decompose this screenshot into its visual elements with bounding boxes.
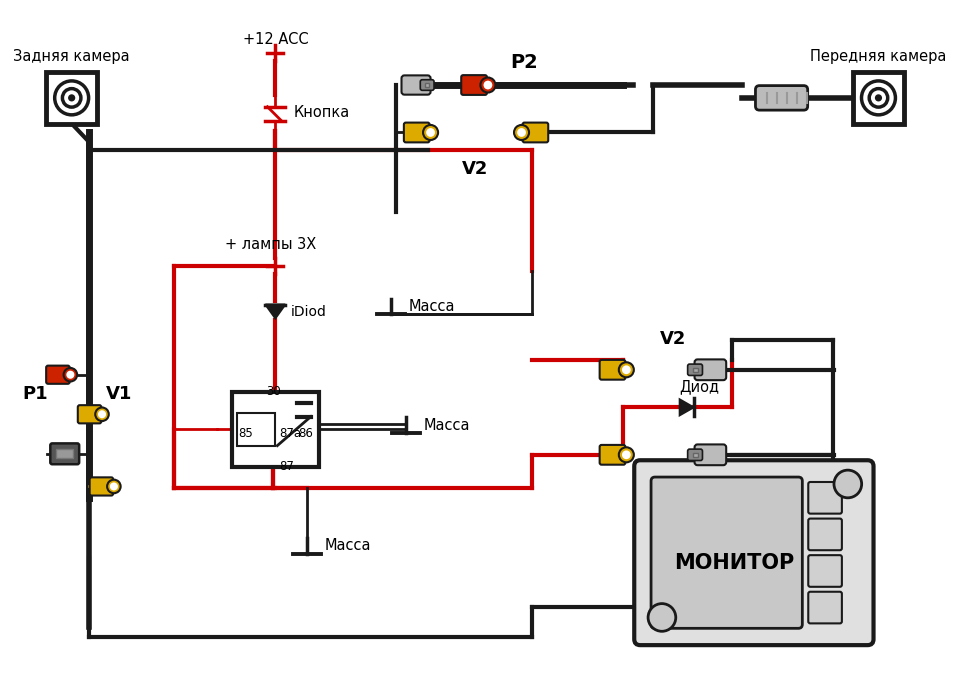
FancyBboxPatch shape: [687, 364, 703, 375]
Circle shape: [485, 81, 492, 89]
Text: V1: V1: [660, 477, 686, 495]
Circle shape: [108, 480, 121, 494]
Text: МОНИТОР: МОНИТОР: [674, 552, 794, 573]
Circle shape: [68, 94, 75, 101]
Circle shape: [648, 603, 676, 631]
Text: V2: V2: [462, 160, 489, 178]
Polygon shape: [266, 304, 285, 318]
FancyBboxPatch shape: [756, 85, 807, 110]
Circle shape: [619, 363, 634, 377]
FancyBboxPatch shape: [695, 444, 726, 466]
Bar: [692, 453, 698, 456]
FancyBboxPatch shape: [687, 449, 703, 461]
Circle shape: [518, 129, 525, 136]
FancyBboxPatch shape: [89, 477, 113, 496]
FancyBboxPatch shape: [401, 76, 431, 94]
Circle shape: [834, 470, 862, 498]
Text: Масса: Масса: [324, 538, 372, 553]
FancyBboxPatch shape: [420, 80, 434, 90]
FancyBboxPatch shape: [46, 365, 70, 384]
Bar: [425, 83, 429, 87]
Text: Передняя камера: Передняя камера: [810, 49, 947, 64]
Circle shape: [423, 125, 438, 140]
Bar: [46, 72, 97, 124]
Circle shape: [875, 94, 882, 101]
Circle shape: [95, 407, 108, 421]
Circle shape: [55, 81, 88, 115]
Text: + лампы 3Х: + лампы 3Х: [225, 237, 316, 252]
Text: P2: P2: [511, 53, 539, 72]
Text: Диод: Диод: [680, 379, 720, 395]
FancyBboxPatch shape: [50, 443, 79, 464]
Text: P1: P1: [22, 386, 48, 403]
Circle shape: [63, 368, 77, 382]
Circle shape: [62, 89, 81, 107]
Bar: [692, 368, 698, 372]
Text: Кнопка: Кнопка: [293, 105, 349, 120]
FancyBboxPatch shape: [808, 592, 842, 624]
Text: Масса: Масса: [409, 299, 455, 314]
Text: Задняя камера: Задняя камера: [13, 49, 130, 64]
Circle shape: [623, 366, 630, 373]
Circle shape: [67, 372, 74, 378]
Bar: [57, 449, 73, 459]
FancyBboxPatch shape: [808, 519, 842, 550]
FancyBboxPatch shape: [600, 445, 625, 465]
FancyBboxPatch shape: [461, 75, 487, 95]
Text: 85: 85: [238, 426, 252, 440]
Text: Масса: Масса: [423, 418, 470, 433]
FancyBboxPatch shape: [78, 405, 102, 424]
FancyBboxPatch shape: [635, 460, 874, 645]
FancyBboxPatch shape: [600, 360, 625, 379]
Circle shape: [427, 129, 434, 136]
Text: 87: 87: [279, 460, 294, 473]
Text: V2: V2: [660, 330, 686, 348]
Circle shape: [99, 411, 106, 417]
Polygon shape: [680, 400, 693, 415]
Text: +12 ACC: +12 ACC: [243, 32, 308, 47]
FancyBboxPatch shape: [651, 477, 803, 629]
Circle shape: [869, 89, 888, 107]
Text: iDiod: iDiod: [291, 305, 327, 319]
FancyBboxPatch shape: [695, 359, 726, 380]
FancyBboxPatch shape: [404, 122, 429, 142]
Circle shape: [514, 125, 529, 140]
FancyBboxPatch shape: [522, 122, 548, 142]
Bar: [231, 391, 319, 467]
Text: 87a: 87a: [279, 426, 301, 440]
FancyBboxPatch shape: [808, 555, 842, 587]
Circle shape: [861, 81, 896, 115]
Circle shape: [623, 452, 630, 458]
Text: 86: 86: [298, 426, 313, 440]
Text: 30: 30: [266, 386, 280, 398]
Circle shape: [480, 78, 495, 92]
Circle shape: [110, 483, 117, 489]
Text: V1: V1: [107, 386, 132, 403]
FancyBboxPatch shape: [808, 482, 842, 514]
Bar: [237, 412, 276, 446]
Circle shape: [619, 447, 634, 462]
Bar: [852, 72, 904, 124]
